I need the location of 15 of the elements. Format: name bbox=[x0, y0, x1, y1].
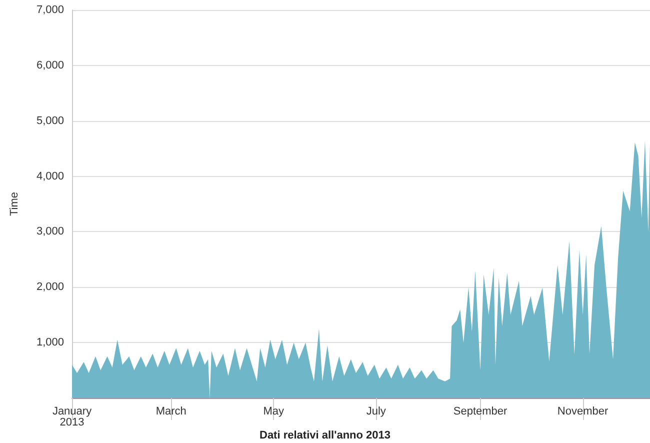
y-tick-label: 5,000 bbox=[36, 114, 64, 127]
x-tick-label: July bbox=[366, 406, 386, 418]
y-tick-label: 2,000 bbox=[36, 281, 64, 294]
x-tick-label: September bbox=[453, 406, 508, 418]
x-tick-label: March bbox=[156, 406, 186, 418]
y-axis-title: Time bbox=[8, 192, 20, 216]
x-tick-label: January 2013 bbox=[52, 406, 92, 428]
y-tick-label: 7,000 bbox=[36, 4, 64, 16]
x-tick-label: May bbox=[263, 406, 285, 418]
y-tick-label: 1,000 bbox=[36, 336, 64, 349]
y-tick-label: 6,000 bbox=[36, 59, 64, 72]
text: Dati relativi all'anno 2013 bbox=[259, 430, 391, 442]
y-tick-label: 3,000 bbox=[36, 226, 64, 238]
y-tick-label: 4,000 bbox=[36, 170, 64, 182]
x-tick-label: November bbox=[557, 406, 608, 418]
